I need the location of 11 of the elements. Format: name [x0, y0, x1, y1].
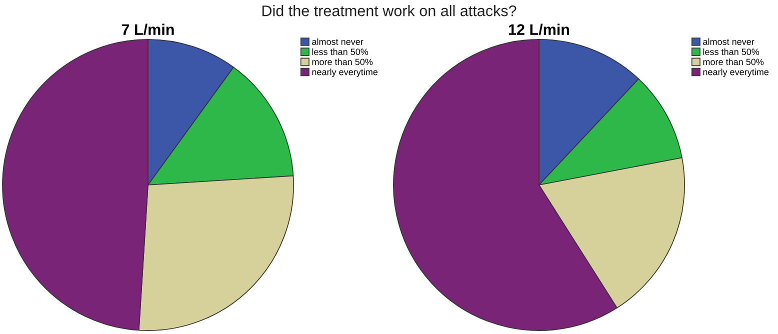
legend-label: almost never [703, 38, 754, 45]
legend-label: less than 50% [312, 48, 368, 56]
legend-label: almost never [312, 38, 364, 45]
legend-label: less than 50% [703, 48, 760, 56]
legend-label: more than 50% [703, 58, 764, 66]
legend-label: nearly everytime [703, 68, 769, 77]
legend-label: nearly everytime [312, 68, 378, 77]
chart-title: 7 L/min [122, 24, 174, 36]
legend-label: more than 50% [312, 58, 373, 66]
chart-title: 12 L/min [508, 24, 570, 36]
text: Did the treatment work on all attacks? [262, 5, 516, 16]
